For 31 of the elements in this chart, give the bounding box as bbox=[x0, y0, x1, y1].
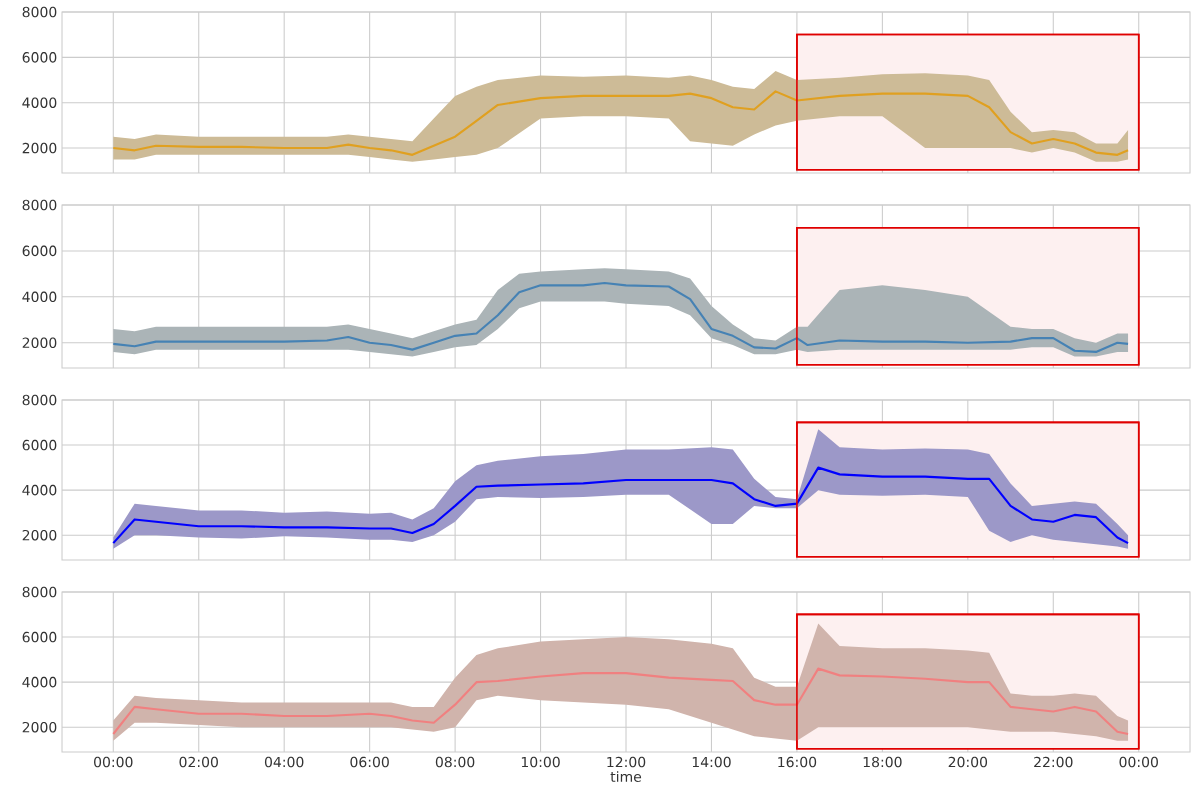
y-tick-label: 8000 bbox=[22, 6, 57, 18]
x-axis-title: time bbox=[610, 771, 642, 782]
x-tick-label: 20:00 bbox=[948, 756, 988, 768]
y-tick-label: 8000 bbox=[22, 199, 57, 211]
y-tick-label: 4000 bbox=[22, 291, 57, 303]
y-tick-label: 4000 bbox=[22, 676, 57, 688]
y-tick-label: 6000 bbox=[22, 631, 57, 643]
y-tick-label: 8000 bbox=[22, 586, 57, 598]
y-tick-label: 4000 bbox=[22, 97, 57, 108]
x-tick-label: 14:00 bbox=[692, 756, 731, 768]
y-tick-label: 6000 bbox=[22, 439, 57, 451]
x-tick-label: 12:00 bbox=[607, 756, 646, 768]
x-tick-label: 06:00 bbox=[350, 756, 389, 768]
x-tick-label: 10:00 bbox=[521, 756, 560, 768]
y-tick-label: 4000 bbox=[22, 484, 57, 496]
y-tick-label: 6000 bbox=[22, 245, 57, 257]
y-tick-label: 2000 bbox=[22, 529, 57, 541]
x-tick-label: 22:00 bbox=[1034, 756, 1073, 768]
x-tick-label: 04:00 bbox=[264, 756, 304, 768]
y-tick-label: 8000 bbox=[22, 394, 57, 406]
x-tick-label: 00:00 bbox=[94, 756, 133, 768]
line-series bbox=[112, 667, 1130, 736]
x-tick-label: 00:00 bbox=[1119, 756, 1158, 768]
x-tick-label: 18:00 bbox=[863, 756, 902, 768]
x-tick-label: 02:00 bbox=[179, 756, 218, 768]
y-tick-label: 6000 bbox=[22, 52, 57, 63]
x-tick-label: 08:00 bbox=[435, 756, 475, 768]
y-tick-label: 2000 bbox=[22, 142, 57, 154]
x-tick-label: 16:00 bbox=[778, 756, 817, 768]
y-tick-label: 2000 bbox=[22, 337, 57, 349]
y-tick-label: 2000 bbox=[22, 721, 57, 733]
